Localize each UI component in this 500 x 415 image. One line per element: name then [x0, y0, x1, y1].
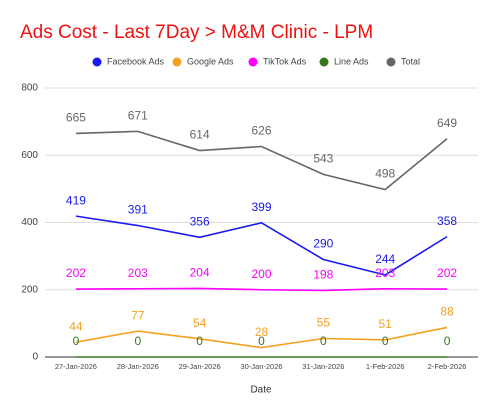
- x-tick-label: 29-Jan-2026: [179, 362, 221, 371]
- series-line: [75, 215, 448, 276]
- data-label: 204: [190, 266, 210, 280]
- y-tick-label: 600: [21, 150, 38, 161]
- data-label: 0: [382, 334, 389, 348]
- data-label: 203: [128, 266, 148, 280]
- chart-title: Ads Cost - Last 7Day > M&M Clinic - LPM: [20, 22, 373, 43]
- data-label: 202: [437, 266, 457, 280]
- y-tick-label: 800: [21, 83, 38, 94]
- series-line: [75, 326, 448, 349]
- data-label: 614: [190, 128, 210, 142]
- data-label: 202: [66, 266, 86, 280]
- y-tick-label: 200: [21, 284, 38, 295]
- data-label: 198: [313, 268, 333, 282]
- data-label: 203: [375, 266, 395, 280]
- data-label: 44: [69, 319, 83, 333]
- y-tick-label: 0: [32, 352, 38, 363]
- x-tick-label: 30-Jan-2026: [240, 362, 282, 371]
- data-label: 399: [251, 200, 271, 214]
- data-label: 665: [66, 111, 86, 125]
- data-label: 498: [375, 167, 395, 181]
- data-label: 649: [437, 116, 457, 130]
- data-label: 0: [320, 334, 327, 348]
- series-line: [75, 130, 448, 191]
- legend-label: Line Ads: [334, 56, 369, 66]
- legend-marker: [92, 57, 102, 67]
- data-label: 0: [73, 334, 80, 348]
- data-label: 55: [317, 316, 331, 330]
- x-tick-label: 1-Feb-2026: [366, 362, 405, 371]
- legend-marker: [319, 57, 329, 67]
- data-label: 0: [196, 334, 203, 348]
- legend-label: Total: [401, 56, 420, 66]
- data-label: 54: [193, 316, 207, 330]
- y-tick-label: 400: [21, 217, 38, 228]
- data-label: 290: [313, 237, 333, 251]
- data-label: 51: [379, 317, 393, 331]
- legend-label: Facebook Ads: [107, 56, 165, 66]
- data-label: 671: [128, 109, 148, 123]
- data-label: 77: [131, 308, 145, 322]
- x-tick-label: 2-Feb-2026: [428, 362, 467, 371]
- legend-marker: [172, 57, 182, 67]
- data-label: 200: [251, 267, 271, 281]
- x-tick-label: 28-Jan-2026: [117, 362, 159, 371]
- data-label: 0: [134, 334, 141, 348]
- series-line: [75, 287, 448, 292]
- data-label: 0: [258, 334, 265, 348]
- data-label: 0: [444, 334, 451, 348]
- x-tick-label: 27-Jan-2026: [55, 362, 97, 371]
- data-label: 28: [255, 325, 269, 339]
- data-label: 358: [437, 214, 457, 228]
- legend-marker: [386, 57, 396, 67]
- data-label: 88: [440, 305, 454, 319]
- data-label: 419: [66, 193, 86, 207]
- legend-marker: [248, 57, 258, 67]
- data-label: 626: [251, 124, 271, 138]
- legend-label: TikTok Ads: [263, 56, 307, 66]
- data-label: 244: [375, 252, 395, 266]
- x-axis-title: Date: [250, 385, 272, 396]
- x-tick-label: 31-Jan-2026: [302, 362, 344, 371]
- data-label: 543: [313, 152, 333, 166]
- data-label: 356: [190, 214, 210, 228]
- data-label: 391: [128, 203, 148, 217]
- legend-label: Google Ads: [187, 56, 234, 66]
